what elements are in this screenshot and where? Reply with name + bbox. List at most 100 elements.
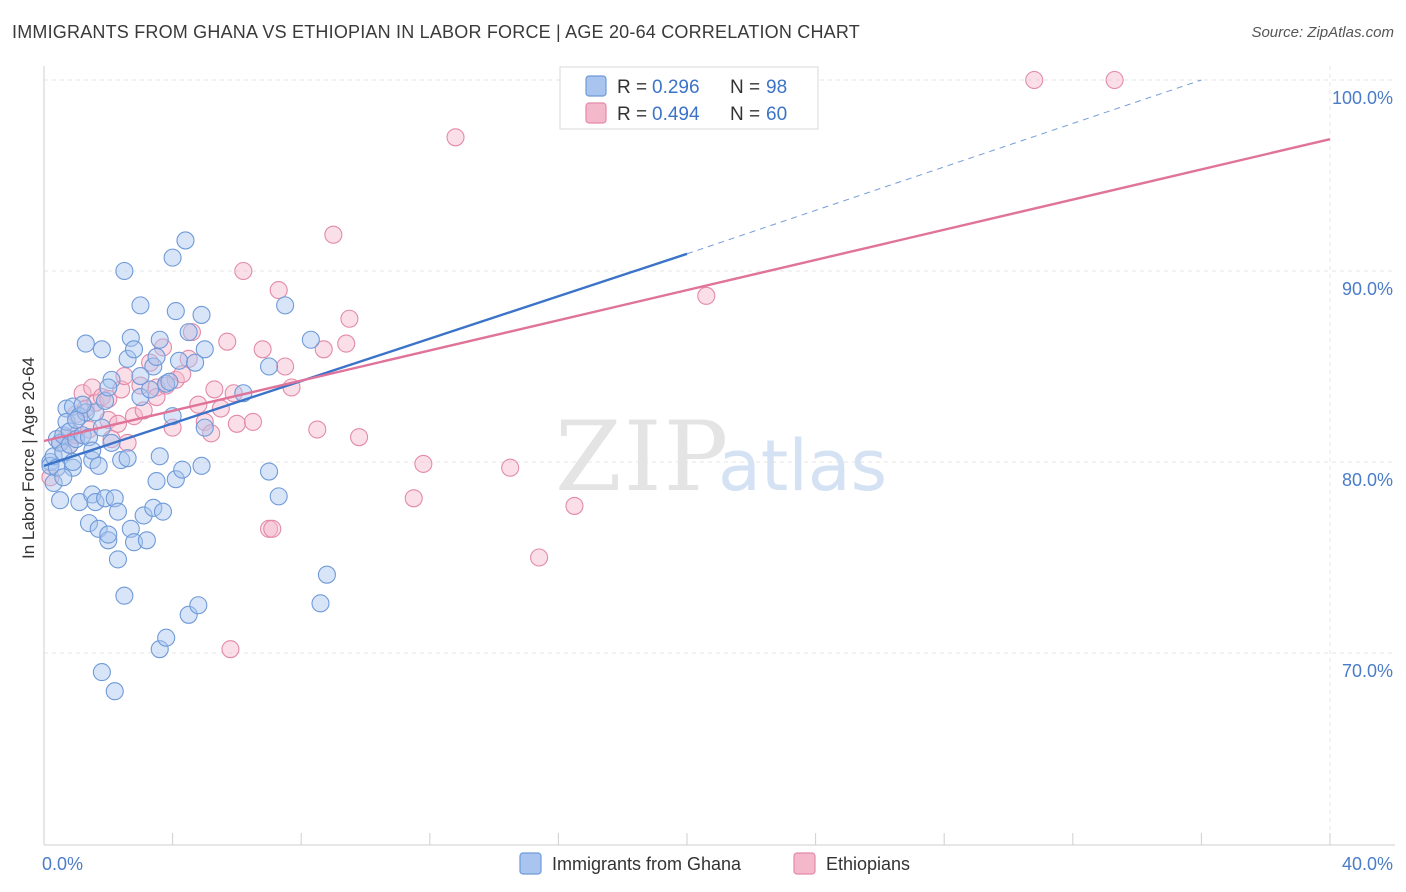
ghana-point [166,302,185,321]
ghana-point [79,428,99,447]
legend-n-label-ethiopians: N = [730,104,760,125]
bottom-legend-swatch-ethiopians [793,852,816,875]
ethiopians-point [227,414,246,433]
ghana-point [144,357,163,376]
legend-swatch-ghana [585,75,607,97]
ethiopians-points [41,70,1124,659]
source-label: Source: ZipAtlas.com [1251,24,1394,41]
ghana-point [124,340,144,359]
ghana-point [131,366,150,386]
legend-r-label-ethiopians: R = [617,104,647,125]
bottom-legend-label-ghana: Immigrants from Ghana [552,854,742,874]
legend-r-value-ethiopians: 0.494 [652,104,700,125]
ethiopians-point [501,458,520,477]
ghana-point [179,605,198,624]
ghana-point [276,296,295,315]
ghana-point [157,628,176,647]
ghana-point [44,473,63,493]
ghana-point [192,305,211,324]
ghana-point [189,596,208,615]
ethiopians-point [324,225,343,244]
ethiopians-point [697,286,716,305]
ghana-point [195,340,214,359]
ghana-trend-line [43,252,688,467]
ethiopians-point [414,454,433,473]
ghana-point [63,458,82,477]
ghana-point [153,502,173,521]
ghana-point [73,395,92,414]
bottom-legend-label-ethiopians: Ethiopians [826,854,910,874]
x-tick-label: 40.0% [1342,854,1393,874]
ethiopians-point [83,378,102,397]
ghana-point [121,328,140,347]
ghana-point [192,456,211,475]
ghana-point [169,351,189,370]
ghana-point [79,514,99,533]
ethiopians-point [234,261,253,281]
ethiopians-point [269,281,288,300]
ghana-point [259,357,279,376]
ethiopians-point [350,428,369,447]
legend-n-value-ghana: 98 [766,77,787,98]
ghana-point [179,323,198,342]
ghana-point [92,340,111,359]
ethiopians-point [1105,70,1124,90]
ghana-point [86,493,105,512]
y-axis-label: In Labor Force | Age 20-64 [19,357,38,559]
ghana-point [121,519,140,538]
ghana-point [115,586,134,605]
ethiopians-point [218,332,237,351]
ghana-point [108,550,127,569]
watermark-zip: ZIP [555,401,730,513]
ghana-point [118,349,137,368]
ethiopians-point [243,412,263,431]
ghana-point [54,468,73,487]
y-tick-labels: 70.0% 80.0% 90.0% 100.0% [1332,88,1393,681]
legend-swatch-ethiopians [585,102,607,124]
ghana-point [141,380,160,399]
ethiopians-point [340,309,359,328]
y-tick-label: 100.0% [1332,88,1393,108]
ghana-point [150,640,169,659]
ghana-point [112,451,131,470]
ghana-point [92,663,111,682]
ethiopians-point [337,334,356,353]
ethiopians-point [314,340,333,359]
ghana-point [76,334,95,353]
ethiopians-point [276,357,295,376]
ethiopians-point [530,548,549,567]
ghana-point [51,491,70,510]
ethiopians-point [1025,70,1044,90]
ethiopians-point [308,420,327,439]
ghana-points [41,231,336,701]
ghana-point [166,470,185,489]
ghana-point [163,248,182,267]
ethiopians-point [263,519,282,538]
ghana-point [147,472,166,491]
ethiopians-point [134,401,153,420]
ghana-point [195,418,214,437]
ethiopians-point [446,128,465,147]
x-tick-label: 0.0% [42,854,83,874]
ethiopians-point [404,489,423,508]
series-legend: Immigrants from Ghana Ethiopians [519,852,910,875]
bottom-legend-swatch-ghana [519,852,542,875]
stats-legend: R = 0.296 N = 98 R = 0.494 N = 60 [559,66,819,130]
legend-r-value-ghana: 0.296 [652,77,700,98]
ghana-point [118,449,137,468]
ghana-point [105,489,124,508]
ethiopians-point [221,640,240,659]
ghana-point [134,506,153,525]
x-tick-labels: 0.0% 40.0% [42,854,1393,874]
ghana-point [105,682,124,701]
legend-n-value-ethiopians: 60 [766,104,787,125]
chart-title: IMMIGRANTS FROM GHANA VS ETHIOPIAN IN LA… [12,22,860,42]
ghana-point [147,347,166,367]
ghana-point [99,525,118,544]
watermark-atlas: atlas [718,425,887,507]
ghana-point [269,487,288,506]
y-tick-label: 80.0% [1342,470,1393,490]
ghana-point [137,531,156,550]
ghana-point [67,410,86,430]
